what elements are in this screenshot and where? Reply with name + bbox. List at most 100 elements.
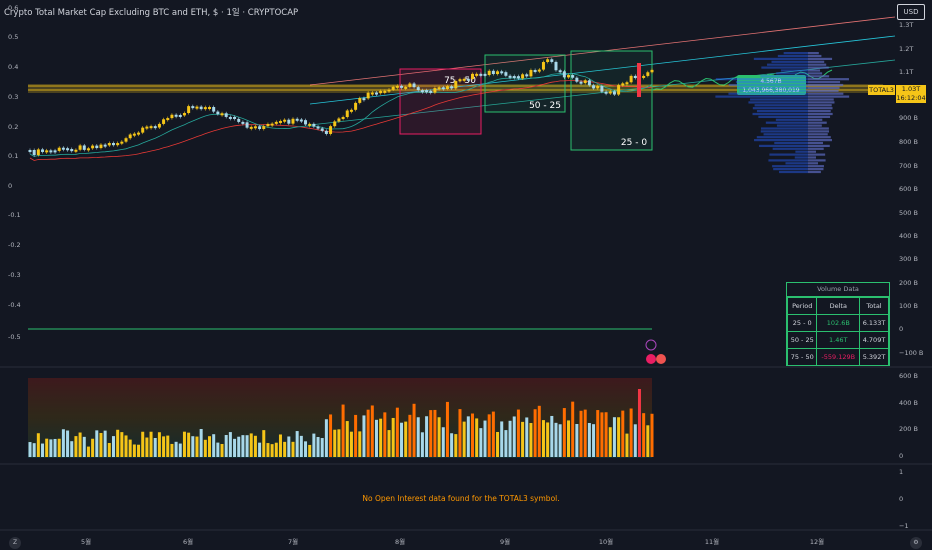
currency-button[interactable]: USD bbox=[897, 4, 925, 20]
candle-body bbox=[562, 71, 566, 78]
candle-body bbox=[128, 134, 132, 139]
volume-bar bbox=[541, 420, 545, 457]
volume-bar bbox=[153, 438, 157, 457]
volume-bar bbox=[500, 421, 504, 457]
candle-body bbox=[404, 86, 408, 89]
candle-body bbox=[487, 70, 491, 75]
candle-body bbox=[374, 92, 378, 95]
candle-body bbox=[521, 74, 525, 79]
table-row: 75 - 50 -559.129B 5.392T bbox=[786, 348, 889, 366]
volume-profile-bar bbox=[754, 139, 808, 142]
volume-bar bbox=[341, 404, 345, 457]
candle-body bbox=[479, 73, 483, 76]
candle-body bbox=[466, 78, 470, 81]
volume-profile-bar bbox=[808, 133, 828, 136]
chart-title: Crypto Total Market Cap Excluding BTC an… bbox=[4, 8, 299, 18]
left-axis-tick: -0.5 bbox=[8, 333, 21, 341]
volume-bar bbox=[45, 438, 49, 457]
volume-bar bbox=[166, 435, 170, 457]
right-axis-tick: 400 B bbox=[899, 232, 918, 240]
candle-body bbox=[291, 118, 295, 124]
candle-body bbox=[504, 72, 508, 76]
volume-profile-bar bbox=[769, 153, 808, 156]
candle-body bbox=[370, 92, 374, 95]
candle-body bbox=[145, 126, 149, 129]
x-axis-tick: 6월 bbox=[183, 537, 193, 546]
volume-profile-bar bbox=[768, 159, 808, 162]
candle-body bbox=[458, 79, 462, 82]
candle-body bbox=[454, 81, 458, 89]
volume-bar bbox=[433, 409, 437, 457]
volume-bar bbox=[287, 436, 291, 457]
volume-profile-bar bbox=[761, 66, 808, 69]
volume-bar bbox=[120, 432, 124, 457]
volume-bar bbox=[404, 421, 408, 457]
volume-profile-bar bbox=[795, 150, 808, 153]
candle-body bbox=[629, 75, 633, 83]
candle-body-drop bbox=[637, 63, 641, 97]
x-axis-tick: 10월 bbox=[599, 537, 613, 546]
candle-body bbox=[137, 132, 141, 135]
volume-bar bbox=[111, 436, 115, 457]
left-axis-tick: -0.4 bbox=[8, 301, 21, 309]
volume-bar bbox=[529, 423, 533, 457]
countdown-label: 16:12:04 bbox=[896, 94, 926, 102]
volume-bar bbox=[487, 414, 491, 457]
volume-profile-bar bbox=[808, 139, 832, 142]
volume-profile-bar bbox=[808, 153, 826, 156]
volume-bar bbox=[345, 421, 349, 457]
candle-body bbox=[420, 90, 424, 93]
volume-profile-bar bbox=[808, 118, 823, 121]
volume-profile-bar bbox=[776, 72, 808, 75]
volume-profile-bar bbox=[808, 92, 844, 95]
candle-body bbox=[441, 87, 445, 90]
candle-body bbox=[36, 149, 40, 156]
row-period: 50 - 25 bbox=[786, 331, 818, 349]
volume-profile-bar bbox=[808, 83, 844, 87]
channel-mid-line bbox=[309, 35, 896, 105]
volume-bar bbox=[270, 444, 274, 457]
candle-body bbox=[237, 118, 241, 122]
volume-bar bbox=[604, 412, 608, 457]
volume-bar bbox=[395, 407, 399, 457]
volume-bar bbox=[366, 409, 370, 457]
volume-axis-tick: 600 B bbox=[899, 372, 918, 380]
moving-average-slow bbox=[29, 80, 653, 161]
volume-bar bbox=[629, 408, 633, 457]
volume-profile-bar bbox=[758, 115, 808, 118]
volume-bar bbox=[178, 443, 182, 457]
candle-body bbox=[483, 73, 487, 76]
candle-body bbox=[78, 145, 82, 150]
volume-bar bbox=[78, 432, 82, 457]
candle-body bbox=[533, 70, 537, 73]
settings-icon[interactable]: ⚙ bbox=[910, 537, 922, 549]
left-axis-tick: 0.4 bbox=[8, 63, 18, 71]
timezone-icon[interactable]: Z bbox=[9, 537, 21, 549]
volume-bar bbox=[28, 442, 32, 457]
volume-profile-bar bbox=[808, 69, 821, 72]
volume-bar bbox=[61, 429, 65, 457]
volume-profile-bar bbox=[783, 52, 808, 55]
right-axis-tick: 700 B bbox=[899, 162, 918, 170]
candle-body bbox=[554, 61, 558, 71]
volume-profile-bar bbox=[808, 104, 832, 107]
candle-body bbox=[642, 75, 646, 78]
candle-body bbox=[178, 114, 182, 117]
left-axis-tick: 0.2 bbox=[8, 123, 18, 131]
volume-bar bbox=[562, 408, 566, 457]
right-axis-tick: 800 B bbox=[899, 138, 918, 146]
candle-body bbox=[625, 82, 629, 85]
candle-body bbox=[212, 107, 216, 112]
volume-profile-bar bbox=[808, 86, 840, 89]
volume-profile-bar bbox=[761, 127, 808, 130]
candle-body bbox=[274, 121, 278, 124]
oi-axis-tick: 0 bbox=[899, 495, 903, 503]
volume-bar bbox=[291, 441, 295, 457]
volume-bar bbox=[596, 410, 600, 457]
candle-body bbox=[53, 150, 57, 153]
volume-profile-bar bbox=[752, 107, 808, 110]
volume-profile-bar bbox=[808, 89, 839, 92]
volume-bar bbox=[571, 401, 575, 457]
candle-body bbox=[400, 85, 404, 88]
